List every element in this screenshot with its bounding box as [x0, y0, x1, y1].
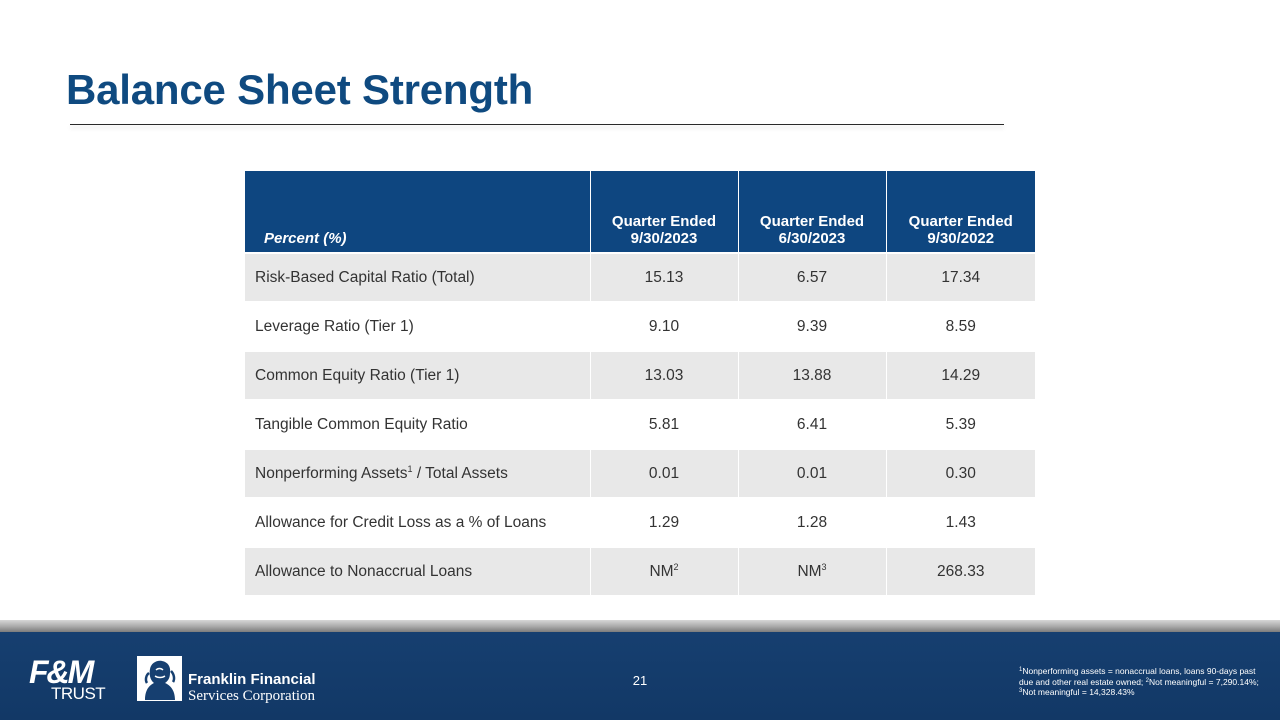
column-header: Quarter Ended 9/30/2022	[885, 171, 1035, 253]
table-row: Risk-Based Capital Ratio (Total) 15.13 6…	[245, 252, 1035, 302]
table-row: Tangible Common Equity Ratio 5.81 6.41 5…	[245, 399, 1035, 449]
footnote: 1Nonperforming assets = nonaccrual loans…	[1019, 666, 1259, 697]
table-cell: 1.43	[885, 497, 1035, 547]
table-cell: 17.34	[885, 252, 1035, 302]
footer-band	[0, 632, 1280, 720]
table-cell: 13.03	[589, 350, 738, 400]
table-cell: 0.01	[737, 448, 886, 498]
table-cell: 13.88	[737, 350, 886, 400]
franklin-portrait-icon	[137, 656, 182, 701]
table-row: Nonperforming Assets1 / Total Assets 0.0…	[245, 448, 1035, 498]
table-row: Allowance for Credit Loss as a % of Loan…	[245, 497, 1035, 547]
franklin-financial-logo-text: Franklin Financial Services Corporation	[188, 671, 316, 705]
table-cell: 15.13	[589, 252, 738, 302]
row-label: Allowance to Nonaccrual Loans	[245, 546, 590, 595]
table-cell: 9.39	[737, 301, 886, 351]
table-cell: NM3	[737, 546, 886, 595]
column-header: Quarter Ended 9/30/2023	[589, 171, 738, 253]
table-header-row: Percent (%) Quarter Ended 9/30/2023 Quart…	[245, 171, 1035, 253]
table-cell: 1.29	[589, 497, 738, 547]
table-row: Leverage Ratio (Tier 1) 9.10 9.39 8.59	[245, 301, 1035, 351]
page-title: Balance Sheet Strength	[66, 66, 534, 113]
table-row: Allowance to Nonaccrual Loans NM2 NM3 26…	[245, 546, 1035, 595]
column-header-label: Percent (%)	[245, 171, 590, 253]
footnote-marker: 1	[407, 463, 413, 474]
table-cell: 6.57	[737, 252, 886, 302]
fm-trust-logo: F&M TRUST	[29, 654, 106, 703]
row-label: Allowance for Credit Loss as a % of Loan…	[245, 497, 590, 547]
table-cell: NM2	[589, 546, 738, 595]
table-cell: 5.81	[589, 399, 738, 449]
table-cell: 5.39	[885, 399, 1035, 449]
page-number: 21	[632, 673, 648, 688]
table-cell: 268.33	[885, 546, 1035, 595]
table-cell: 8.59	[885, 301, 1035, 351]
table-cell: 0.01	[589, 448, 738, 498]
table-cell: 9.10	[589, 301, 738, 351]
table-cell: 6.41	[737, 399, 886, 449]
table-cell: 1.28	[737, 497, 886, 547]
table-row: Common Equity Ratio (Tier 1) 13.03 13.88…	[245, 350, 1035, 400]
row-label: Common Equity Ratio (Tier 1)	[245, 350, 590, 400]
footnote-marker: 3	[821, 561, 827, 572]
row-label: Tangible Common Equity Ratio	[245, 399, 590, 449]
row-label: Risk-Based Capital Ratio (Total)	[245, 252, 590, 302]
table-cell: 14.29	[885, 350, 1035, 400]
column-header: Quarter Ended 6/30/2023	[737, 171, 886, 253]
table-cell: 0.30	[885, 448, 1035, 498]
row-label: Leverage Ratio (Tier 1)	[245, 301, 590, 351]
balance-sheet-table: Percent (%) Quarter Ended 9/30/2023 Quart…	[245, 171, 1035, 595]
footnote-marker: 2	[673, 561, 679, 572]
title-underline	[70, 124, 1004, 125]
footer-stripe	[0, 620, 1280, 632]
row-label: Nonperforming Assets1 / Total Assets	[245, 448, 590, 498]
